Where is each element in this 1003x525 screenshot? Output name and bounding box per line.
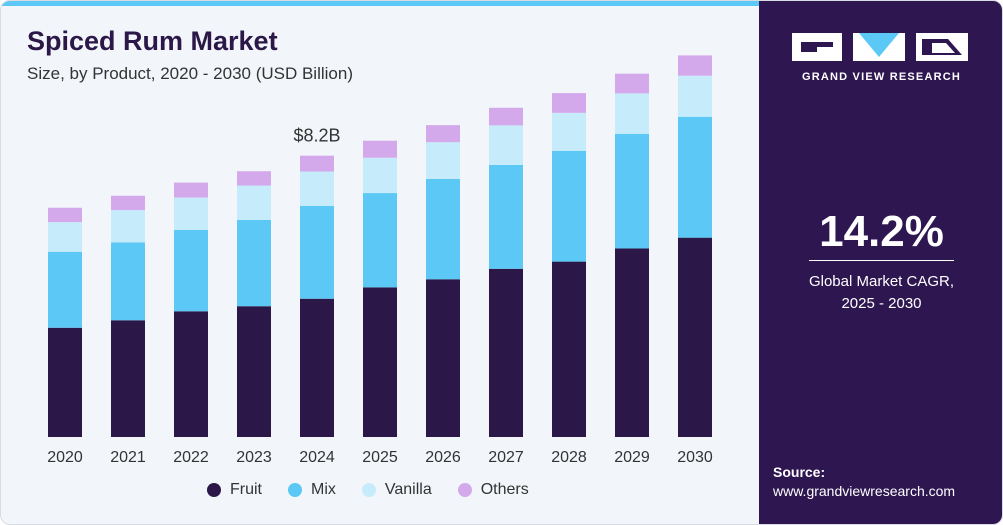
data-label-2024: $8.2B: [293, 126, 340, 146]
legend-swatch-fruit: [207, 483, 221, 497]
x-tick-label-2028: 2028: [551, 449, 587, 466]
bar-segment-others-2026: [426, 125, 460, 143]
bar-segment-vanilla-2020: [48, 222, 82, 252]
brand-name: GRAND VIEW RESEARCH: [801, 71, 962, 83]
bar-segment-fruit-2020: [48, 327, 82, 437]
bar-segment-others-2030: [678, 55, 712, 76]
bar-segment-others-2022: [174, 182, 208, 198]
bar-segment-vanilla-2022: [174, 197, 208, 230]
x-tick-label-2021: 2021: [110, 449, 146, 466]
bar-segment-mix-2021: [111, 242, 145, 321]
bar-segment-vanilla-2025: [363, 157, 397, 194]
bar-segment-vanilla-2030: [678, 75, 712, 117]
bar-segment-vanilla-2028: [552, 112, 586, 151]
cagr-label: Global Market CAGR, 2025 - 2030: [759, 271, 1002, 315]
x-tick-label-2026: 2026: [425, 449, 461, 466]
bar-segment-mix-2025: [363, 193, 397, 288]
legend-item-others: Others: [457, 481, 529, 499]
bar-segment-mix-2029: [615, 133, 649, 249]
legend-swatch-others: [457, 483, 472, 497]
bar-segment-fruit-2029: [615, 248, 649, 437]
bar-segment-vanilla-2024: [300, 171, 334, 206]
bar-segment-vanilla-2026: [426, 142, 460, 180]
bar-segment-others-2024: [300, 155, 334, 172]
brand-logo-icon: [792, 33, 968, 61]
x-tick-label-2025: 2025: [362, 449, 398, 466]
bar-segment-mix-2024: [300, 205, 334, 299]
bar-segment-vanilla-2027: [489, 125, 523, 165]
bar-segment-mix-2023: [237, 220, 271, 307]
stacked-bar-chart: 2020 2021 2022 2023 2024 $8.2B 2025 2026 2027 202…: [47, 55, 713, 466]
bar-segment-fruit-2021: [111, 320, 145, 437]
source-url[interactable]: www.grandviewresearch.com: [773, 483, 956, 499]
sidebar-panel: GRAND VIEW RESEARCH 14.2% Global Market …: [759, 1, 1002, 524]
bar-segment-fruit-2025: [363, 287, 397, 437]
legend-swatch-mix: [288, 483, 302, 497]
bar-segment-others-2023: [237, 171, 271, 186]
cagr-value: 14.2%: [819, 207, 944, 256]
legend-item-fruit: Fruit: [207, 481, 262, 499]
bar-segment-mix-2030: [678, 116, 712, 238]
x-tick-label-2027: 2027: [488, 449, 524, 466]
bar-segment-fruit-2024: [300, 298, 334, 437]
chart-legend: Fruit Mix Vanilla Others: [207, 481, 555, 499]
legend-label-others: Others: [480, 481, 529, 498]
x-tick-label-2030: 2030: [677, 449, 713, 466]
accent-bar: [1, 1, 759, 6]
source-block: Source: www.grandviewresearch.com: [773, 463, 955, 501]
bar-segment-mix-2020: [48, 251, 82, 328]
bar-segment-fruit-2027: [489, 268, 523, 437]
bar-segment-vanilla-2021: [111, 210, 145, 243]
bar-segment-others-2028: [552, 93, 586, 113]
legend-swatch-vanilla: [361, 483, 376, 497]
bar-segment-fruit-2030: [678, 237, 712, 437]
chart-title: Spiced Rum Market: [27, 26, 278, 56]
bar-segment-others-2025: [363, 140, 397, 158]
bar-segment-fruit-2026: [426, 279, 460, 437]
x-tick-label-2020: 2020: [47, 449, 83, 466]
bar-segment-others-2029: [615, 73, 649, 94]
bar-segment-fruit-2022: [174, 311, 208, 437]
cagr-label-line2: 2025 - 2030: [841, 295, 922, 312]
bar-segment-vanilla-2023: [237, 185, 271, 221]
x-tick-label-2022: 2022: [173, 449, 209, 466]
chart-subtitle: Size, by Product, 2020 - 2030 (USD Billi…: [27, 64, 353, 83]
bar-segment-vanilla-2029: [615, 93, 649, 134]
x-tick-label-2029: 2029: [614, 449, 650, 466]
bar-segment-fruit-2028: [552, 261, 586, 437]
legend-label-mix: Mix: [311, 481, 336, 498]
bar-segment-others-2020: [48, 207, 82, 223]
legend-label-vanilla: Vanilla: [384, 481, 432, 498]
legend-label-fruit: Fruit: [230, 481, 262, 498]
bar-segment-others-2021: [111, 195, 145, 211]
source-title: Source:: [773, 464, 826, 480]
cagr-label-line1: Global Market CAGR,: [808, 273, 955, 290]
legend-item-vanilla: Vanilla: [361, 481, 432, 499]
bar-segment-mix-2022: [174, 229, 208, 312]
bar-segment-mix-2026: [426, 179, 460, 280]
x-tick-label-2023: 2023: [236, 449, 272, 466]
cagr-divider: [809, 260, 954, 261]
legend-item-mix: Mix: [288, 481, 336, 499]
bar-segment-fruit-2023: [237, 306, 271, 437]
x-tick-label-2024: 2024: [299, 449, 335, 466]
bar-segment-mix-2028: [552, 150, 586, 262]
bar-segment-mix-2027: [489, 164, 523, 269]
bar-segment-others-2027: [489, 107, 523, 126]
